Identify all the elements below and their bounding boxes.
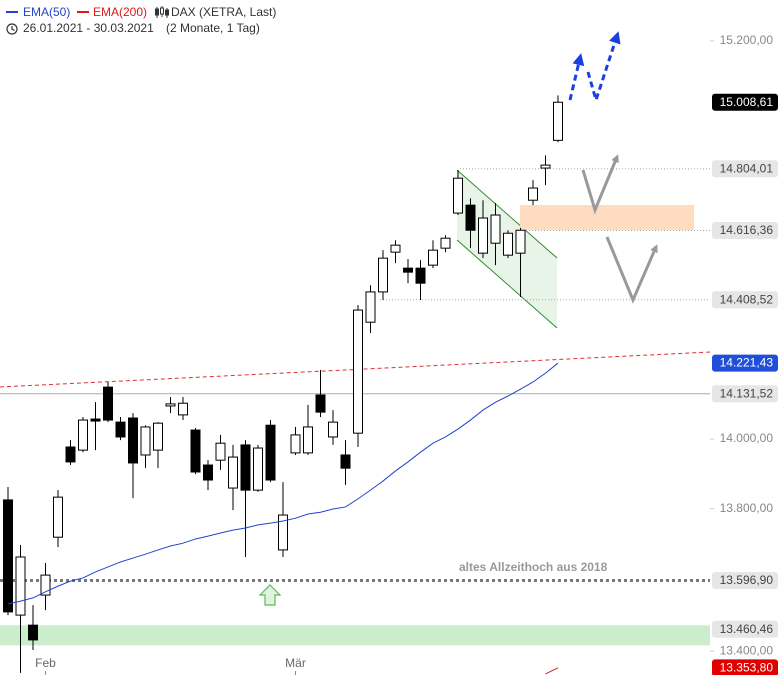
trend-channel-line	[456, 169, 558, 259]
candle-body	[553, 101, 563, 141]
legend-label: EMA(200)	[93, 5, 147, 19]
candle-body	[15, 556, 26, 616]
ema-line	[545, 667, 559, 675]
trend-channel-line	[456, 239, 558, 329]
level-label: 14.616,36	[720, 223, 774, 237]
level-badge	[712, 354, 778, 372]
candle-body	[528, 187, 538, 201]
candle-body	[228, 456, 238, 489]
y-tick-label: 13.400,00	[720, 643, 774, 657]
candle-body	[315, 394, 326, 413]
candle-body	[328, 421, 338, 438]
y-tick-label: 13.800,00	[720, 501, 774, 515]
level-badge	[712, 659, 778, 677]
level-label: 13.596,90	[720, 573, 774, 587]
level-badge	[712, 385, 778, 403]
period: (2 Monate, 1 Tag)	[166, 21, 260, 35]
blue-arrow	[568, 53, 585, 101]
candle-icon	[155, 6, 169, 18]
candle-body	[378, 257, 388, 293]
indicator-lines	[7, 362, 559, 675]
legend: EMA(50) EMA(200) DAX (XETRA, Last) 26.01…	[6, 5, 276, 35]
level-label: 13.353,80	[720, 660, 774, 674]
level-label: 14.804,01	[720, 161, 774, 175]
candle-body	[28, 624, 38, 641]
candle-body	[303, 426, 313, 454]
level-badge	[712, 291, 778, 309]
x-tick-label: Mär	[285, 656, 306, 670]
candle-body	[115, 421, 126, 438]
level-badge	[712, 93, 778, 111]
level-badge	[712, 160, 778, 178]
candle-body	[90, 418, 101, 422]
y-tick-label: 15.200,00	[720, 33, 774, 47]
candle-body	[428, 249, 438, 266]
candle-body	[515, 229, 526, 254]
candle-body	[140, 426, 151, 456]
candle-body	[128, 417, 138, 464]
level-badge	[712, 620, 778, 638]
candle-body	[503, 232, 513, 256]
clock-icon	[6, 23, 18, 35]
y-tick-label: 14.000,00	[720, 431, 774, 445]
level-label: 15.008,61	[720, 95, 774, 109]
candle-body	[253, 447, 263, 491]
candle-body	[190, 429, 201, 473]
candle-body	[40, 574, 51, 596]
y-axis: 15.200,00 14.000,00 13.800,00 13.400,00 15.0…	[710, 33, 778, 677]
up-arrow	[258, 584, 282, 606]
candle-body	[415, 267, 426, 284]
candle-body	[453, 177, 463, 214]
candle-body	[340, 454, 351, 469]
candle-body	[353, 309, 363, 434]
level-label: 14.221,43	[720, 356, 774, 370]
candle-body	[78, 419, 88, 451]
candle-body	[290, 434, 301, 454]
candle-body	[3, 499, 13, 613]
x-tick-label: Feb	[35, 656, 56, 670]
candle-body	[390, 244, 401, 253]
candle-body	[265, 424, 276, 481]
candle-body	[440, 237, 451, 249]
gray-arrow	[605, 236, 658, 304]
candle-body	[490, 214, 501, 244]
instrument: DAX (XETRA, Last)	[171, 5, 276, 19]
candle-body	[165, 403, 176, 407]
candle-body	[65, 446, 76, 463]
level-badge	[712, 571, 778, 589]
levels	[0, 168, 710, 646]
support-band	[0, 625, 710, 646]
candle-body	[215, 442, 226, 461]
candle-body	[240, 444, 251, 491]
blue-arrow	[586, 31, 621, 106]
candle-body	[403, 267, 413, 273]
candle-body	[153, 422, 163, 451]
level-badge	[712, 221, 778, 239]
candle-body	[365, 291, 376, 323]
level-label: 13.460,46	[720, 622, 774, 636]
candle-body	[53, 496, 63, 538]
candle-body	[278, 514, 288, 551]
gray-arrow	[581, 154, 619, 215]
projection-arrows	[258, 31, 658, 606]
resistance-zone	[520, 205, 694, 230]
candle-body	[478, 217, 488, 254]
level-label: 14.408,52	[720, 292, 774, 306]
legend-label: EMA(50)	[23, 5, 70, 19]
candle-body	[465, 204, 476, 231]
date-range: 26.01.2021 - 30.03.2021	[23, 21, 154, 35]
annotation: altes Allzeithoch aus 2018	[459, 560, 608, 574]
candle-body	[203, 464, 213, 481]
candle-body	[178, 402, 188, 416]
x-axis: Feb Mär	[35, 656, 306, 675]
candle-body	[540, 164, 551, 169]
level-label: 14.131,52	[720, 386, 774, 400]
ema-line	[7, 362, 559, 605]
candles	[3, 95, 563, 673]
candle-body	[103, 386, 113, 421]
